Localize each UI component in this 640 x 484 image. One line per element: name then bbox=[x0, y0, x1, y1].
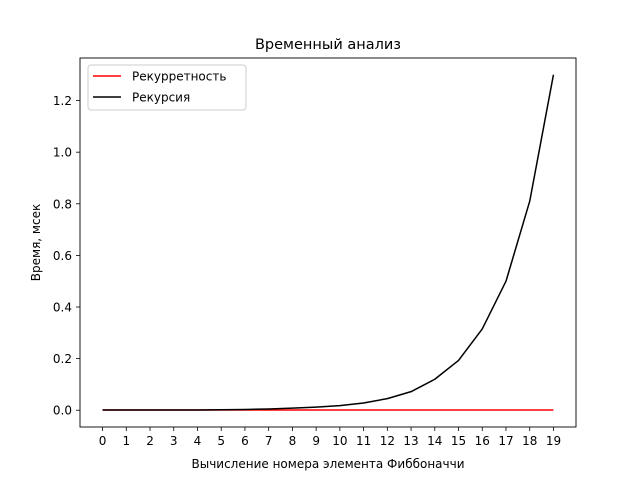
x-tick-label: 11 bbox=[356, 434, 371, 448]
legend-box bbox=[87, 64, 247, 111]
y-axis-ticks: 0.0 0.2 0.4 0.6 0.8 1.0 1.2 bbox=[53, 94, 80, 418]
y-tick-label: 0.8 bbox=[53, 197, 72, 211]
x-tick-label: 1 bbox=[122, 434, 130, 448]
x-tick-label: 17 bbox=[498, 434, 513, 448]
legend: Рекурретность Рекурсия bbox=[87, 64, 247, 111]
x-tick-label: 5 bbox=[217, 434, 225, 448]
y-tick-label: 0.0 bbox=[53, 404, 72, 418]
y-tick-label: 0.2 bbox=[53, 352, 72, 366]
x-tick-label: 2 bbox=[146, 434, 154, 448]
series-line-1 bbox=[102, 74, 555, 411]
x-axis-label: Вычисление номера элемента Фиббоначчи bbox=[191, 457, 464, 471]
x-tick-label: 18 bbox=[522, 434, 537, 448]
y-tick-label: 0.4 bbox=[53, 301, 72, 315]
y-tick-label: 0.6 bbox=[53, 249, 72, 263]
y-tick-label: 1.2 bbox=[53, 94, 72, 108]
x-tick-label: 12 bbox=[380, 434, 395, 448]
legend-label-recurrence: Рекурретность bbox=[132, 70, 226, 84]
x-tick-label: 7 bbox=[265, 434, 273, 448]
x-tick-label: 15 bbox=[451, 434, 466, 448]
x-tick-label: 8 bbox=[289, 434, 297, 448]
x-tick-label: 6 bbox=[241, 434, 249, 448]
x-tick-label: 9 bbox=[312, 434, 320, 448]
x-tick-label: 0 bbox=[99, 434, 107, 448]
x-tick-label: 3 bbox=[170, 434, 178, 448]
x-tick-label: 19 bbox=[546, 434, 561, 448]
x-tick-label: 10 bbox=[332, 434, 347, 448]
series-layer bbox=[102, 74, 555, 411]
y-axis-label: Время, мсек bbox=[29, 204, 43, 281]
x-tick-label: 14 bbox=[427, 434, 442, 448]
x-tick-label: 4 bbox=[194, 434, 202, 448]
y-tick-label: 1.0 bbox=[53, 146, 72, 160]
plot-frame bbox=[79, 57, 577, 428]
x-axis-ticks: 0 1 2 3 4 5 6 7 8 9 10 11 12 13 14 15 16 17 18 19 bbox=[99, 427, 561, 448]
legend-label-recursion: Рекурсия bbox=[132, 91, 190, 105]
x-tick-label: 13 bbox=[403, 434, 418, 448]
chart-title: Временный анализ bbox=[255, 37, 401, 53]
x-tick-label: 16 bbox=[475, 434, 490, 448]
